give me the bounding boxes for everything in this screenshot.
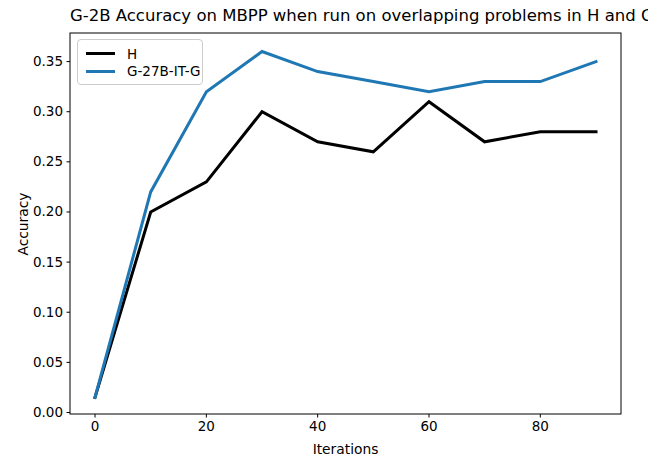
series-line-h — [95, 102, 596, 398]
y-tick-label: 0.15 — [33, 254, 63, 270]
y-tick-label: 0.20 — [33, 203, 63, 219]
legend-line-sample-g27b-it-g — [86, 70, 115, 73]
legend-line-sample-h — [86, 52, 115, 55]
y-tick-label: 0.05 — [33, 354, 63, 370]
x-tick-label: 0 — [91, 418, 100, 434]
x-axis-label: Iterations — [70, 441, 621, 457]
y-tick-label: 0.00 — [33, 404, 63, 420]
legend: H G-27B-IT-G — [77, 39, 203, 85]
figure: G-2B Accuracy on MBPP when run on overla… — [0, 0, 648, 470]
x-tick-label: 60 — [420, 418, 437, 434]
y-tick-label: 0.25 — [33, 153, 63, 169]
y-axis-label: Accuracy — [15, 34, 31, 414]
series-line-g-27b-it-g — [95, 52, 596, 398]
legend-item-h: H — [86, 45, 194, 63]
legend-label-g27b-it-g: G-27B-IT-G — [127, 63, 200, 79]
y-tick-label: 0.35 — [33, 53, 63, 69]
y-tick-label: 0.10 — [33, 304, 63, 320]
legend-item-g27b-it-g: G-27B-IT-G — [86, 63, 194, 81]
y-tick-label: 0.30 — [33, 103, 63, 119]
x-tick-label: 20 — [198, 418, 215, 434]
legend-label-h: H — [127, 46, 137, 62]
x-tick-label: 80 — [532, 418, 549, 434]
axes-border — [70, 33, 621, 414]
x-tick-label: 40 — [309, 418, 326, 434]
